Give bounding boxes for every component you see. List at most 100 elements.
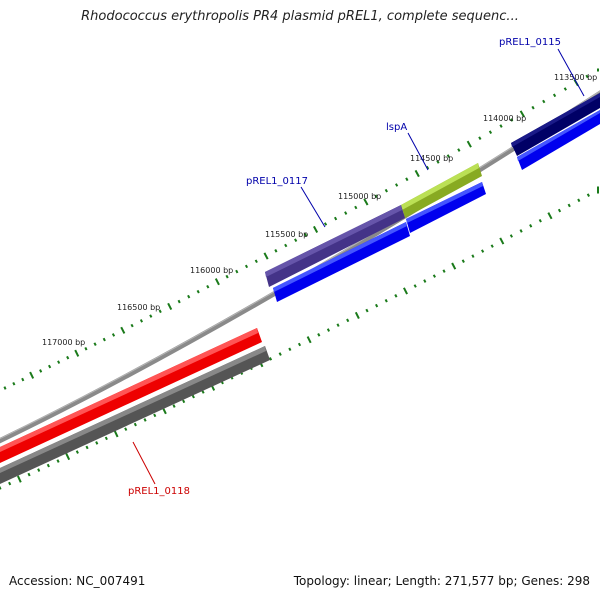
major-tick <box>414 169 420 178</box>
major-tick <box>313 225 319 233</box>
major-tick <box>363 198 369 206</box>
minor-tick <box>284 243 288 248</box>
minor-tick <box>294 238 298 242</box>
major-tick <box>120 326 126 334</box>
minor-tick <box>8 481 12 486</box>
cds-bar-pREL1_0118[interactable] <box>0 346 270 484</box>
minor-tick <box>39 369 43 373</box>
minor-tick <box>509 234 513 238</box>
minor-tick <box>499 124 503 128</box>
gene-label-lspA[interactable]: lspA <box>386 122 407 133</box>
minor-tick <box>288 347 292 352</box>
minor-tick <box>531 105 535 110</box>
minor-tick <box>304 233 308 237</box>
minor-tick <box>557 208 562 213</box>
major-tick <box>354 311 360 320</box>
major-tick <box>65 452 71 461</box>
minor-tick <box>85 445 89 450</box>
minor-tick <box>104 436 108 441</box>
minor-tick <box>432 274 436 278</box>
cds-bar-lspA[interactable] <box>406 182 486 233</box>
minor-tick <box>201 390 205 394</box>
minor-tick <box>37 468 41 472</box>
tick-label: 113500 bp <box>554 73 597 82</box>
tick-label: 114500 bp <box>410 154 453 163</box>
minor-tick <box>538 218 542 223</box>
minor-tick <box>586 193 590 197</box>
minor-tick <box>57 360 61 364</box>
minor-tick <box>461 259 465 263</box>
minor-tick <box>395 183 399 187</box>
minor-tick <box>510 118 514 122</box>
gene-bar-pREL1_0118[interactable] <box>0 328 262 463</box>
accession-text: Accession: NC_007491 <box>9 574 146 588</box>
cds-bar-pREL1_0117[interactable] <box>273 222 410 302</box>
leader-line-lspA <box>407 132 429 171</box>
tick-label: 115500 bp <box>265 230 308 239</box>
minor-tick <box>0 486 2 490</box>
minor-tick <box>95 441 99 445</box>
minor-tick <box>344 211 348 215</box>
summary-text: Topology: linear; Length: 271,577 bp; Ge… <box>293 574 590 588</box>
minor-tick <box>244 264 249 269</box>
minor-tick <box>182 399 186 404</box>
minor-tick <box>490 244 494 248</box>
major-tick <box>451 262 457 270</box>
major-tick <box>16 475 22 483</box>
minor-tick <box>471 254 475 258</box>
minor-tick <box>346 318 350 323</box>
major-tick <box>519 110 525 118</box>
minor-tick <box>12 381 16 386</box>
minor-tick <box>365 308 369 313</box>
major-tick <box>74 349 80 357</box>
leader-line-pREL1_0115 <box>557 48 585 97</box>
minor-tick <box>268 357 273 361</box>
gene-label-pREL1_0118[interactable]: pREL1_0118 <box>128 486 190 497</box>
minor-tick <box>297 342 302 347</box>
leader-line-pREL1_0118 <box>132 441 156 485</box>
minor-tick <box>405 177 409 182</box>
minor-tick <box>235 269 239 274</box>
major-tick <box>29 371 35 379</box>
minor-tick <box>124 427 128 431</box>
minor-tick <box>139 319 144 323</box>
minor-tick <box>567 203 571 208</box>
minor-tick <box>56 459 60 463</box>
minor-tick <box>75 450 79 454</box>
minor-tick <box>27 472 31 477</box>
minor-tick <box>274 249 278 253</box>
gene-label-pREL1_0117[interactable]: pREL1_0117 <box>246 176 308 187</box>
major-tick <box>113 430 119 438</box>
gene-label-pREL1_0115[interactable]: pREL1_0115 <box>499 37 561 48</box>
minor-tick <box>423 279 427 283</box>
minor-tick <box>177 299 181 304</box>
minor-tick <box>196 289 200 294</box>
minor-tick <box>436 160 440 164</box>
minor-tick <box>563 87 567 91</box>
minor-tick <box>326 328 331 332</box>
tick-label: 116500 bp <box>117 303 160 312</box>
major-tick <box>547 212 553 220</box>
tick-label: 114000 bp <box>483 114 526 123</box>
minor-tick <box>206 284 210 289</box>
minor-tick <box>481 249 485 253</box>
major-tick <box>263 252 269 260</box>
minor-tick <box>323 222 328 226</box>
minor-tick <box>488 130 493 134</box>
minor-tick <box>278 352 282 356</box>
minor-tick <box>375 303 379 308</box>
minor-tick <box>334 216 338 221</box>
minor-tick <box>143 418 147 422</box>
minor-tick <box>149 314 153 318</box>
minor-tick <box>542 99 546 104</box>
major-tick <box>214 278 220 286</box>
minor-tick <box>374 194 378 199</box>
minor-tick <box>172 404 176 408</box>
minor-tick <box>384 298 388 303</box>
minor-tick <box>3 386 7 390</box>
minor-tick <box>225 274 229 279</box>
minor-tick <box>478 136 482 140</box>
map-title: Rhodococcus erythropolis PR4 plasmid pRE… <box>81 9 519 24</box>
leader-line-pREL1_0117 <box>300 186 326 228</box>
